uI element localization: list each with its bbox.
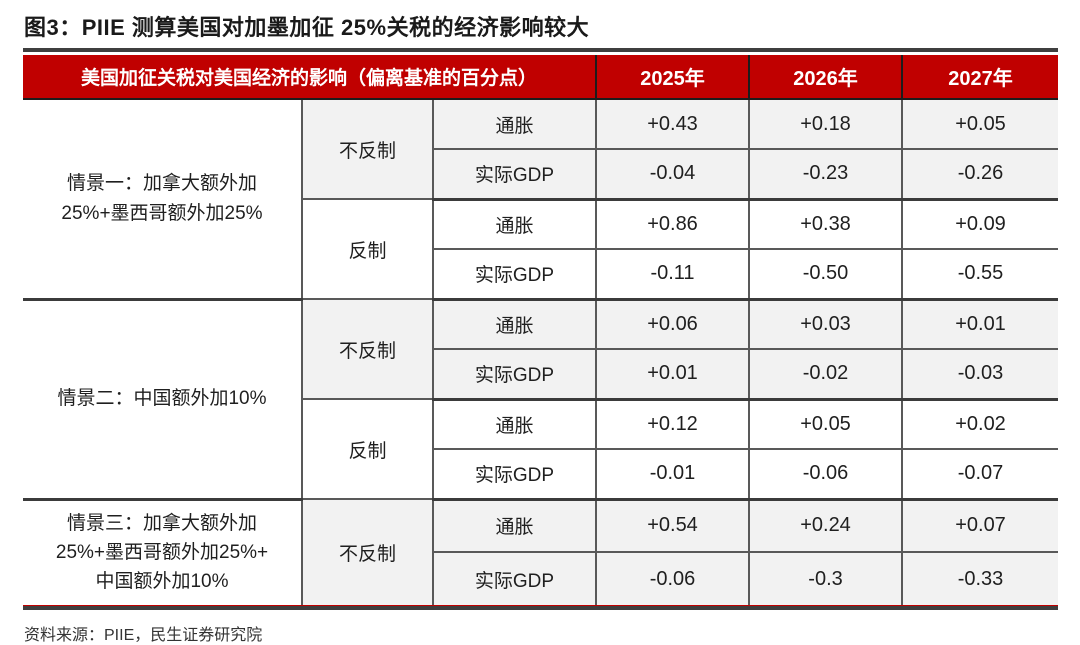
metric-cell: 实际GDP — [431, 248, 598, 301]
table-row: 反制 通胀 +0.86 +0.38 +0.09 — [23, 198, 1060, 300]
value-cell: -0.06 — [748, 448, 904, 501]
value-cell: +0.54 — [595, 498, 751, 553]
metric-cell: 通胀 — [431, 398, 598, 450]
value-cell: -0.3 — [748, 551, 904, 606]
scenario-3-cell: 情景三：加拿大额外加 25%+墨西哥额外加25%+ 中国额外加10% — [22, 498, 303, 607]
value-cell: +0.06 — [595, 298, 751, 350]
table-row: 实际GDP -0.06 -0.3 -0.33 — [23, 551, 1060, 606]
metric-cell: 实际GDP — [431, 448, 598, 501]
tariff-impact-table: 美国加征关税对美国经济的影响（偏离基准的百分点） 2025年 2026年 202… — [21, 55, 1060, 607]
value-cell: +0.01 — [595, 348, 751, 401]
response-cell: 不反制 — [301, 298, 434, 400]
tariff-impact-table-frame: 美国加征关税对美国经济的影响（偏离基准的百分点） 2025年 2026年 202… — [21, 55, 1060, 610]
response-cell: 反制 — [301, 198, 434, 300]
value-cell: +0.05 — [748, 398, 904, 450]
table-header-main: 美国加征关税对美国经济的影响（偏离基准的百分点） — [21, 55, 598, 100]
value-cell: -0.26 — [901, 148, 1060, 201]
table-row: 情景二：中国额外加10% 不反制 通胀 +0.06 +0.03 +0.01 — [22, 298, 1060, 501]
value-cell: +0.43 — [595, 98, 751, 150]
metric-cell: 通胀 — [431, 98, 598, 150]
value-cell: +0.86 — [595, 198, 751, 250]
table-header-year-2025: 2025年 — [595, 55, 751, 100]
source-note: 资料来源：PIIE，民生证券研究院 — [24, 627, 263, 644]
table-row: 实际GDP -0.04 -0.23 -0.26 — [23, 148, 1060, 201]
table-row: 情景三：加拿大额外加 25%+墨西哥额外加25%+ 中国额外加10% 不反制 通… — [22, 498, 1060, 607]
value-cell: -0.04 — [595, 148, 751, 201]
metric-cell: 实际GDP — [431, 348, 598, 401]
metric-cell: 实际GDP — [431, 148, 598, 201]
value-cell: -0.23 — [748, 148, 904, 201]
title-divider — [23, 48, 1058, 52]
value-cell: +0.05 — [901, 98, 1060, 150]
table-row: 实际GDP -0.11 -0.50 -0.55 — [23, 248, 1060, 301]
table-row: 情景一：加拿大额外加 25%+墨西哥额外加25% 不反制 通胀 +0.43 +0… — [22, 98, 1060, 301]
value-cell: +0.38 — [748, 198, 904, 250]
value-cell: +0.01 — [901, 298, 1060, 350]
scenario-1-cell: 情景一：加拿大额外加 25%+墨西哥额外加25% — [22, 98, 303, 301]
value-cell: -0.11 — [595, 248, 751, 301]
value-cell: +0.18 — [748, 98, 904, 150]
metric-cell: 实际GDP — [431, 551, 598, 606]
value-cell: +0.07 — [901, 498, 1060, 553]
metric-cell: 通胀 — [431, 498, 598, 553]
metric-cell: 通胀 — [431, 298, 598, 350]
value-cell: +0.09 — [901, 198, 1060, 250]
value-cell: +0.12 — [595, 398, 751, 450]
value-cell: +0.03 — [748, 298, 904, 350]
response-cell: 不反制 — [301, 98, 434, 200]
value-cell: -0.33 — [901, 551, 1060, 606]
value-cell: -0.50 — [748, 248, 904, 301]
metric-cell: 通胀 — [431, 198, 598, 250]
value-cell: -0.03 — [901, 348, 1060, 401]
value-cell: -0.01 — [595, 448, 751, 501]
table-header-year-2026: 2026年 — [748, 55, 904, 100]
value-cell: -0.55 — [901, 248, 1060, 301]
value-cell: -0.02 — [748, 348, 904, 401]
table-row: 实际GDP -0.01 -0.06 -0.07 — [23, 448, 1060, 501]
value-cell: -0.06 — [595, 551, 751, 606]
table-row: 实际GDP +0.01 -0.02 -0.03 — [23, 348, 1060, 401]
response-cell: 不反制 — [301, 498, 434, 606]
value-cell: +0.02 — [901, 398, 1060, 450]
table-header-year-2027: 2027年 — [901, 55, 1060, 100]
table-row: 反制 通胀 +0.12 +0.05 +0.02 — [23, 398, 1060, 500]
figure-title: 图3：PIIE 测算美国对加墨加征 25%关税的经济影响较大 — [24, 15, 590, 40]
scenario-2-cell: 情景二：中国额外加10% — [22, 298, 303, 501]
response-cell: 反制 — [301, 398, 434, 500]
table-header-row: 美国加征关税对美国经济的影响（偏离基准的百分点） 2025年 2026年 202… — [21, 55, 1060, 100]
value-cell: -0.07 — [901, 448, 1060, 501]
value-cell: +0.24 — [748, 498, 904, 553]
